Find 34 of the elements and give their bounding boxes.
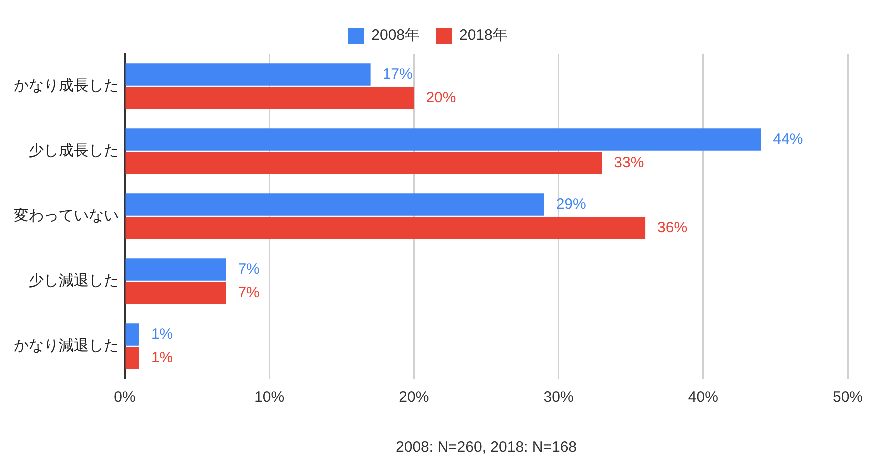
bar [126,282,226,304]
bar [126,87,414,110]
data-label: 7% [238,284,260,302]
x-tick-label: 50% [832,389,864,406]
legend-label: 2008年 [372,27,420,44]
x-tick-label: 20% [399,389,430,406]
bar [126,258,226,281]
x-axis-title: 2008: N=260, 2018: N=168 [396,439,577,456]
y-tick-label: 少し成長した [29,142,119,160]
y-tick-label: かなり成長した [14,78,119,95]
data-label: 33% [614,154,644,172]
x-tick-label: 40% [688,389,718,406]
y-tick-label: 少し減退した [29,272,119,290]
bar [126,347,140,370]
bar [126,152,602,174]
y-tick-label: 変わっていない [14,208,119,225]
data-label: 17% [382,66,413,83]
bar [126,128,762,151]
data-label: 7% [238,260,260,278]
bar [126,217,646,240]
x-tick-label: 30% [544,389,574,406]
x-tick-label: 10% [254,389,285,406]
bar [126,64,371,86]
x-tick-label: 0% [114,389,136,406]
data-label: 36% [658,219,688,236]
bar [126,324,140,346]
legend-label: 2018年 [460,27,508,44]
y-tick-label: かなり減退した [14,338,119,355]
data-label: 1% [151,326,174,343]
bar [126,194,544,216]
data-label: 1% [151,349,174,366]
data-label: 29% [556,196,586,213]
data-label: 44% [773,130,804,148]
data-label: 20% [426,89,456,106]
